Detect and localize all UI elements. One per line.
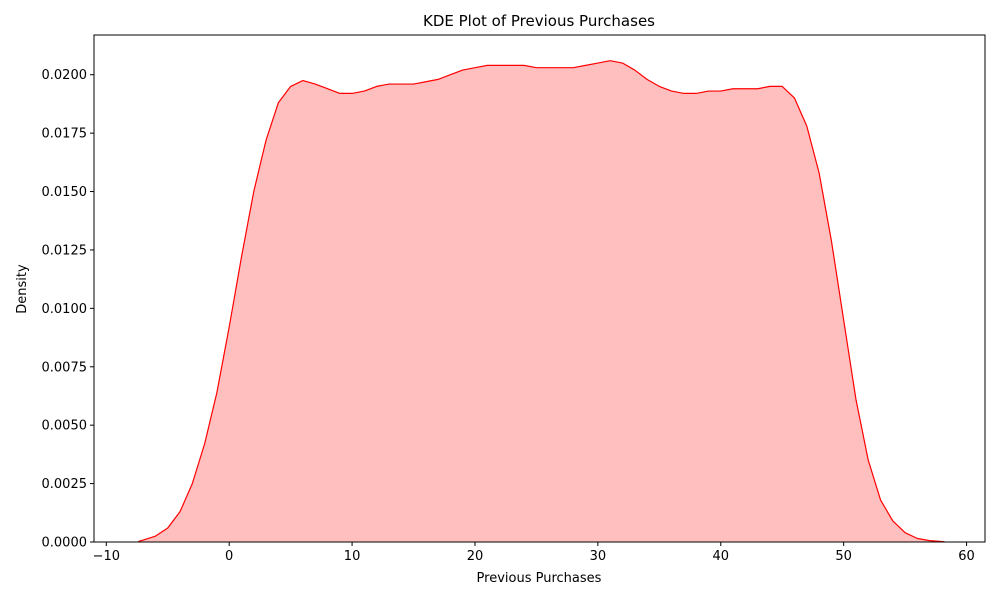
x-tick-label: 40 [712,549,729,564]
x-tick-label: 20 [467,549,484,564]
y-tick-label: 0.0200 [42,68,88,83]
x-tick-label: 0 [225,549,233,564]
axes: −10 0 10 20 30 40 50 60 0.0000 0.0025 0.0050 0.0075… [42,34,986,564]
x-tick-label: 30 [590,549,607,564]
x-tick-label: 10 [344,549,361,564]
x-tick-label: 60 [958,549,975,564]
y-tick-label: 0.0150 [42,185,88,200]
y-tick-label: 0.0175 [42,127,88,142]
y-tick-label: 0.0100 [42,302,88,317]
y-tick-label: 0.0025 [42,477,88,492]
plot-area [138,60,945,543]
y-tick-label: 0.0125 [42,243,88,258]
y-tick-label: 0.0075 [42,360,88,375]
x-axis-label: Previous Purchases [477,571,602,586]
chart-title: KDE Plot of Previous Purchases [423,12,655,30]
kde-line [138,60,945,543]
plot-frame [93,34,986,543]
y-tick-label: 0.0000 [42,536,88,551]
x-tick-label: −10 [93,549,120,564]
y-axis-label: Density [15,264,30,314]
kde-area-fill [138,60,945,542]
y-tick-label: 0.0050 [42,419,88,434]
x-tick-label: 50 [835,549,852,564]
